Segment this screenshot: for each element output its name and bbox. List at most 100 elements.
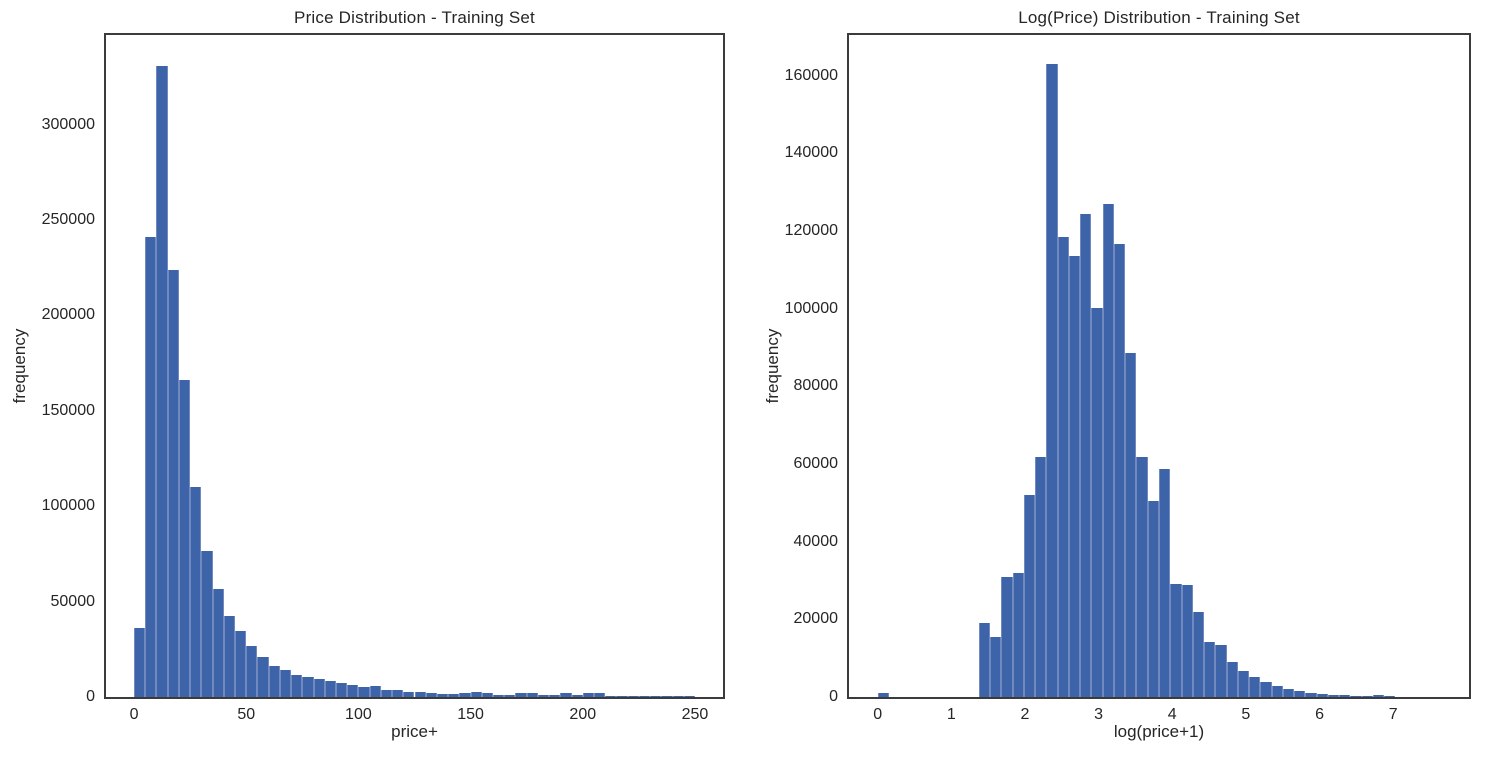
y-tick-label: 300000 bbox=[41, 115, 95, 133]
histogram-bar bbox=[1159, 469, 1171, 697]
y-tick-label: 120000 bbox=[784, 222, 838, 240]
histogram-bar bbox=[683, 696, 695, 697]
y-tick-label: 150000 bbox=[41, 401, 95, 419]
histogram-bar bbox=[1012, 572, 1024, 697]
histogram-bar bbox=[1035, 457, 1047, 697]
histogram-bar bbox=[1181, 585, 1193, 697]
histogram-bar bbox=[526, 693, 538, 697]
y-tick-label: 40000 bbox=[793, 532, 839, 550]
histogram-bar bbox=[582, 693, 594, 697]
histogram-bar bbox=[347, 685, 359, 697]
x-axis-label: log(price+1) bbox=[1113, 722, 1205, 741]
histogram-bar bbox=[877, 692, 889, 697]
histogram-bar bbox=[1271, 686, 1283, 697]
histogram-bar bbox=[335, 683, 348, 697]
histogram-bar bbox=[672, 696, 684, 697]
histogram-bar bbox=[1001, 576, 1013, 697]
x-tick-label: 0 bbox=[873, 706, 883, 723]
histogram-bar bbox=[279, 669, 292, 697]
histogram-bar bbox=[1136, 457, 1148, 697]
histogram-bar bbox=[638, 696, 651, 697]
histogram-bar bbox=[257, 656, 269, 697]
x-tick-label: 2 bbox=[1020, 706, 1030, 723]
histogram-bar bbox=[515, 693, 527, 697]
histogram-bar bbox=[1102, 203, 1114, 697]
histogram-bar bbox=[358, 687, 370, 697]
histogram-bar bbox=[627, 696, 639, 697]
histogram-bar bbox=[1204, 641, 1216, 697]
histogram-bar bbox=[1327, 694, 1340, 697]
x-tick-label: 4 bbox=[1167, 706, 1177, 723]
y-tick-label: 160000 bbox=[784, 66, 838, 84]
histogram-bar bbox=[1372, 695, 1385, 697]
histogram-bar bbox=[1091, 307, 1103, 697]
histogram-bar bbox=[448, 694, 460, 697]
y-tick-label: 20000 bbox=[793, 610, 839, 628]
y-tick-label: 100000 bbox=[784, 299, 838, 317]
histogram-bars bbox=[106, 35, 723, 697]
histogram-bar bbox=[1339, 695, 1351, 697]
histogram-bar bbox=[650, 696, 662, 697]
y-tick-label: 50000 bbox=[50, 592, 96, 610]
histogram-bar bbox=[1361, 696, 1373, 697]
histogram-bar bbox=[324, 681, 336, 697]
histogram-bar bbox=[1170, 583, 1182, 697]
histogram-bar bbox=[1249, 677, 1261, 697]
histogram-bar bbox=[560, 693, 572, 697]
y-tick-label: 0 bbox=[829, 688, 838, 705]
histogram-bar bbox=[369, 686, 381, 697]
y-axis-label: frequency bbox=[10, 328, 29, 404]
x-tick-label: 1 bbox=[946, 706, 956, 723]
histogram-bar bbox=[1384, 696, 1396, 697]
histogram-bar bbox=[1294, 691, 1306, 697]
histogram-bar bbox=[537, 694, 550, 697]
y-tick-label: 80000 bbox=[793, 377, 839, 395]
histogram-bar bbox=[661, 696, 673, 697]
histogram-bar bbox=[190, 487, 202, 697]
histogram-bar bbox=[268, 665, 280, 697]
histogram-bar bbox=[167, 269, 179, 697]
x-tick-label: 5 bbox=[1241, 706, 1251, 723]
histogram-bar bbox=[436, 693, 449, 697]
histogram-bar bbox=[1305, 692, 1317, 697]
y-axis-label: frequency bbox=[763, 328, 782, 404]
x-tick-label: 50 bbox=[237, 706, 256, 723]
histogram-bar bbox=[212, 589, 224, 697]
histogram-bar bbox=[593, 693, 606, 697]
histogram-bar bbox=[246, 645, 258, 697]
x-tick-label: 250 bbox=[681, 706, 709, 723]
histogram-bar bbox=[616, 696, 628, 697]
price-histogram-chart: Price Distribution - Training Set freque… bbox=[10, 8, 725, 741]
y-tick-label: 200000 bbox=[41, 306, 95, 324]
histogram-bar bbox=[605, 695, 617, 697]
histogram-bar bbox=[459, 693, 471, 697]
chart-title: Price Distribution - Training Set bbox=[294, 8, 535, 27]
histogram-bar bbox=[201, 551, 213, 697]
histogram-bar bbox=[291, 674, 303, 697]
histogram-bar bbox=[403, 692, 415, 697]
histogram-bar bbox=[313, 679, 325, 697]
histogram-bar bbox=[156, 65, 168, 697]
histogram-bar bbox=[1226, 662, 1238, 697]
histogram-bar bbox=[178, 380, 191, 697]
histogram-bar bbox=[1046, 64, 1058, 697]
histogram-bar bbox=[571, 695, 583, 697]
x-tick-label: 7 bbox=[1388, 706, 1398, 723]
histogram-bar bbox=[145, 237, 157, 697]
histogram-bar bbox=[990, 636, 1002, 697]
histogram-bar bbox=[1068, 256, 1081, 697]
histogram-bar bbox=[1237, 670, 1249, 697]
histogram-bar bbox=[1147, 500, 1159, 697]
histogram-bar bbox=[470, 692, 482, 697]
histogram-bar bbox=[1282, 688, 1294, 697]
x-tick-label: 200 bbox=[569, 706, 597, 723]
histogram-bar bbox=[978, 623, 991, 697]
y-tick-label: 60000 bbox=[793, 455, 839, 473]
chart-title: Log(Price) Distribution - Training Set bbox=[1018, 8, 1300, 27]
histogram-bar bbox=[1125, 352, 1137, 697]
histogram-bar bbox=[504, 694, 516, 697]
x-tick-label: 0 bbox=[129, 706, 139, 723]
histogram-bar bbox=[1192, 612, 1204, 697]
histogram-bar bbox=[493, 694, 505, 697]
